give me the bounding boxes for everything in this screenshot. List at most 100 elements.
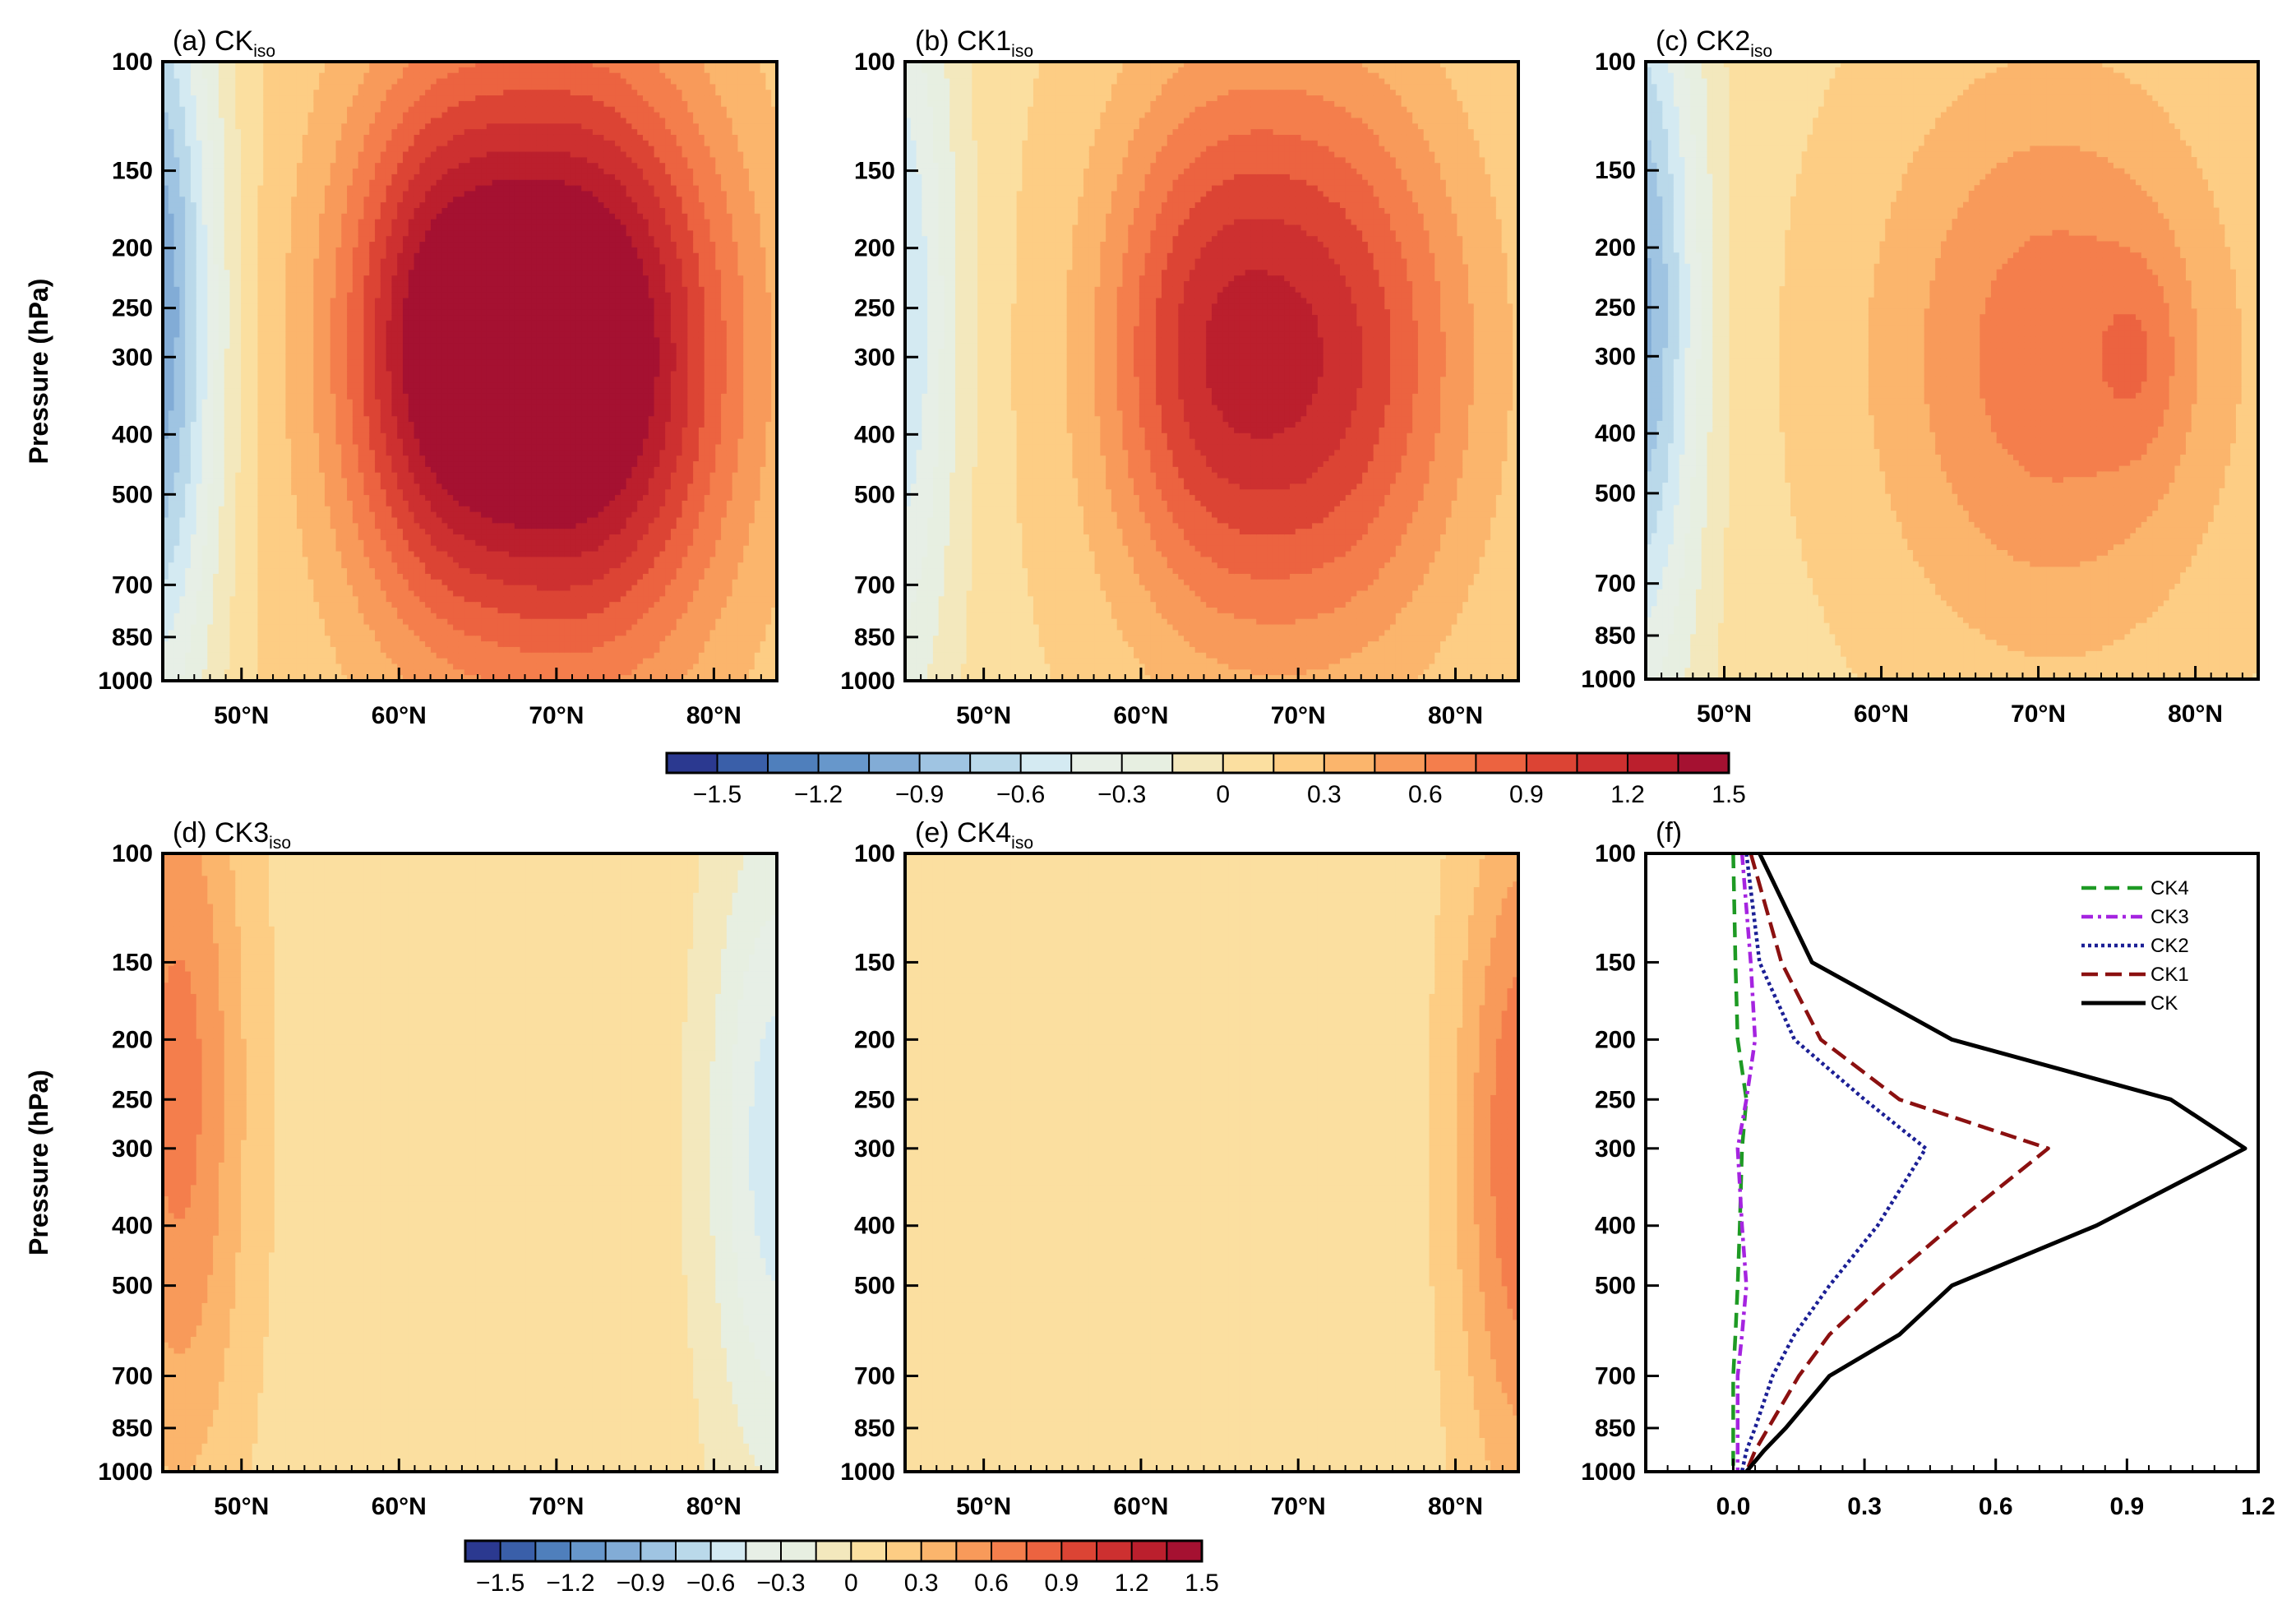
contour-cell [369,67,375,73]
contour-cell [169,410,174,416]
contour-cell [269,619,275,625]
contour-cell [297,641,303,647]
contour-cell [207,506,213,512]
contour-cell [229,630,235,636]
contour-cell [391,568,397,574]
contour-cell [224,270,230,275]
contour-cell [358,354,364,360]
contour-cell [330,444,336,450]
contour-cell [330,636,336,641]
contour-cell [391,326,397,332]
contour-cell [285,574,291,580]
contour-cell [213,653,219,659]
contour-cell [252,546,258,552]
contour-cell [409,309,414,315]
contour-cell [369,450,375,455]
contour-cell [185,67,191,73]
contour-cell [336,202,342,208]
contour-cell [319,180,325,186]
contour-cell [391,236,397,242]
contour-cell [280,270,286,275]
contour-cell [291,636,297,641]
contour-cell [347,405,353,411]
contour-cell [414,242,420,247]
contour-cell [403,613,409,619]
contour-cell [247,79,252,85]
contour-cell [269,360,275,366]
contour-cell [224,343,230,349]
contour-cell [252,467,258,473]
contour-cell [252,517,258,523]
contour-cell [196,180,202,186]
contour-cell [409,270,414,275]
contour-cell [409,552,414,557]
contour-cell [403,202,409,208]
contour-cell [196,529,202,534]
contour-cell [297,659,303,664]
contour-cell [207,152,213,158]
contour-cell [247,410,252,416]
contour-cell [308,653,314,659]
contour-cell [219,123,224,129]
contour-cell [174,562,180,568]
contour-cell [381,129,386,135]
contour-cell [213,557,219,562]
contour-cell [409,174,414,180]
contour-cell [375,360,381,366]
contour-cell [325,512,330,518]
contour-cell [179,377,185,382]
contour-cell [185,113,191,118]
contour-cell [336,354,342,360]
contour-cell [409,298,414,304]
contour-cell [229,388,235,394]
contour-cell [391,467,397,473]
contour-cell [275,157,280,163]
contour-cell [247,602,252,608]
contour-cell [381,220,386,225]
contour-cell [386,253,392,259]
contour-cell [179,669,185,675]
contour-cell [353,321,358,326]
contour-cell [280,123,286,129]
contour-cell [269,73,275,79]
contour-cell [247,382,252,388]
contour-cell [386,669,392,675]
contour-cell [169,501,174,506]
contour-cell [285,214,291,220]
contour-cell [185,321,191,326]
contour-cell [414,84,420,90]
contour-cell [257,146,263,152]
contour-cell [229,410,235,416]
contour-cell [319,293,325,298]
contour-cell [291,247,297,253]
contour-cell [330,540,336,546]
contour-cell [386,152,392,158]
contour-cell [403,473,409,479]
contour-cell [313,129,319,135]
contour-cell [263,388,269,394]
contour-cell [308,608,314,613]
contour-cell [303,202,308,208]
contour-cell [313,394,319,400]
contour-cell [325,377,330,382]
contour-cell [185,191,191,197]
contour-cell [336,152,342,158]
contour-cell [257,540,263,546]
contour-cell [409,366,414,372]
contour-cell [229,315,235,321]
contour-cell [409,489,414,495]
contour-cell [325,129,330,135]
contour-cell [409,225,414,231]
contour-cell [369,636,375,641]
contour-cell [247,529,252,534]
contour-cell [174,208,180,214]
contour-cell [386,242,392,247]
contour-cell [297,174,303,180]
contour-cell [369,281,375,287]
contour-cell [196,473,202,479]
contour-cell [358,67,364,73]
contour-cell [269,574,275,580]
contour-cell [241,354,247,360]
contour-cell [391,495,397,501]
contour-cell [169,479,174,484]
